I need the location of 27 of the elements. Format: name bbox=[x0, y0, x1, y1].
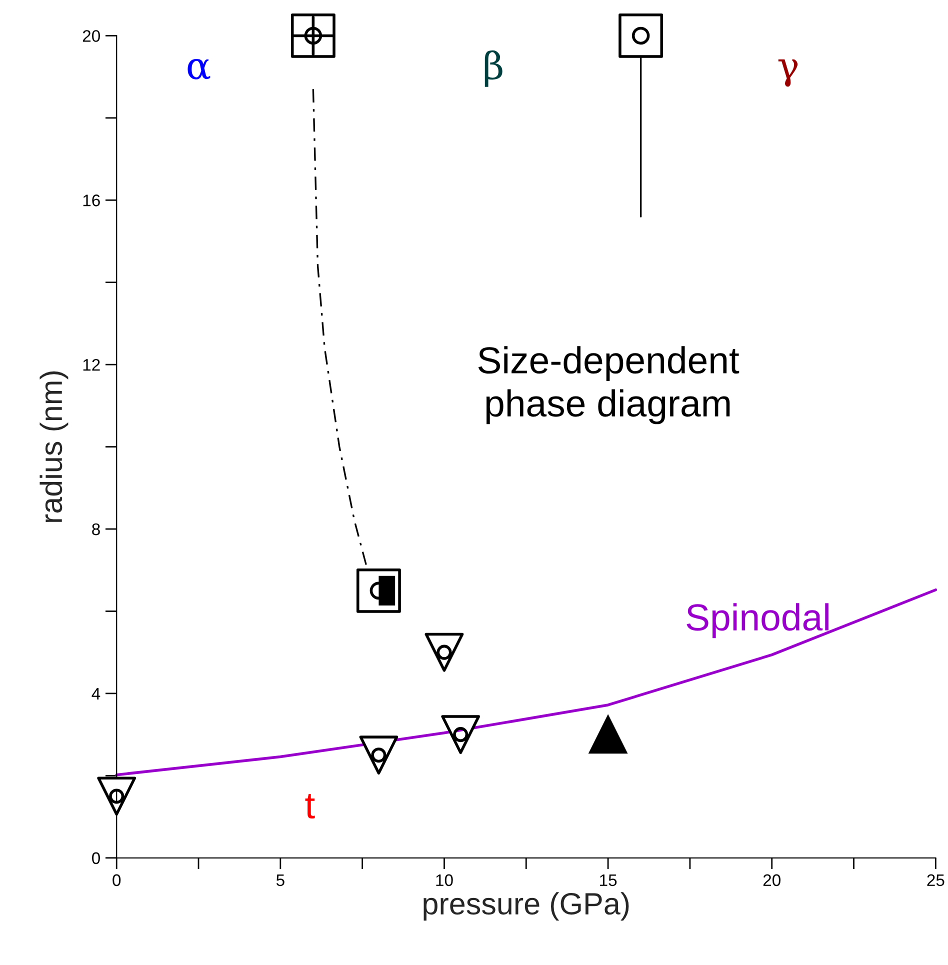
line-series bbox=[115, 588, 938, 776]
y-tick-label: 12 bbox=[83, 358, 100, 371]
point bbox=[618, 13, 664, 58]
point bbox=[588, 715, 628, 754]
y-tick-label: 16 bbox=[83, 194, 100, 206]
point bbox=[424, 632, 464, 672]
y-tick-label: 8 bbox=[92, 523, 100, 536]
y-tick-label: 20 bbox=[82, 30, 100, 42]
annotation: α bbox=[188, 58, 210, 80]
x-axis-title: pressure (GPa) bbox=[424, 892, 629, 921]
x-tick-label: 0 bbox=[112, 874, 121, 886]
annotation: β bbox=[484, 50, 502, 87]
annotation: Size-dependent phase diagram bbox=[478, 346, 740, 424]
annotation: t bbox=[305, 794, 315, 819]
x-tick-label: 10 bbox=[436, 874, 453, 886]
y-tick-label: 0 bbox=[92, 852, 100, 864]
series-label: Spinodal bbox=[686, 603, 828, 638]
x-tick-label: 25 bbox=[927, 874, 944, 886]
x-tick-label: 15 bbox=[600, 874, 617, 886]
annotation: γ bbox=[778, 59, 798, 87]
x-tick-label: 20 bbox=[763, 874, 780, 886]
point bbox=[441, 715, 480, 754]
y-axis-title: radius (nm) bbox=[40, 371, 68, 522]
x-tick-label: 5 bbox=[276, 874, 284, 886]
point bbox=[359, 736, 398, 775]
point bbox=[97, 776, 136, 816]
y-tick-label: 4 bbox=[92, 688, 100, 700]
